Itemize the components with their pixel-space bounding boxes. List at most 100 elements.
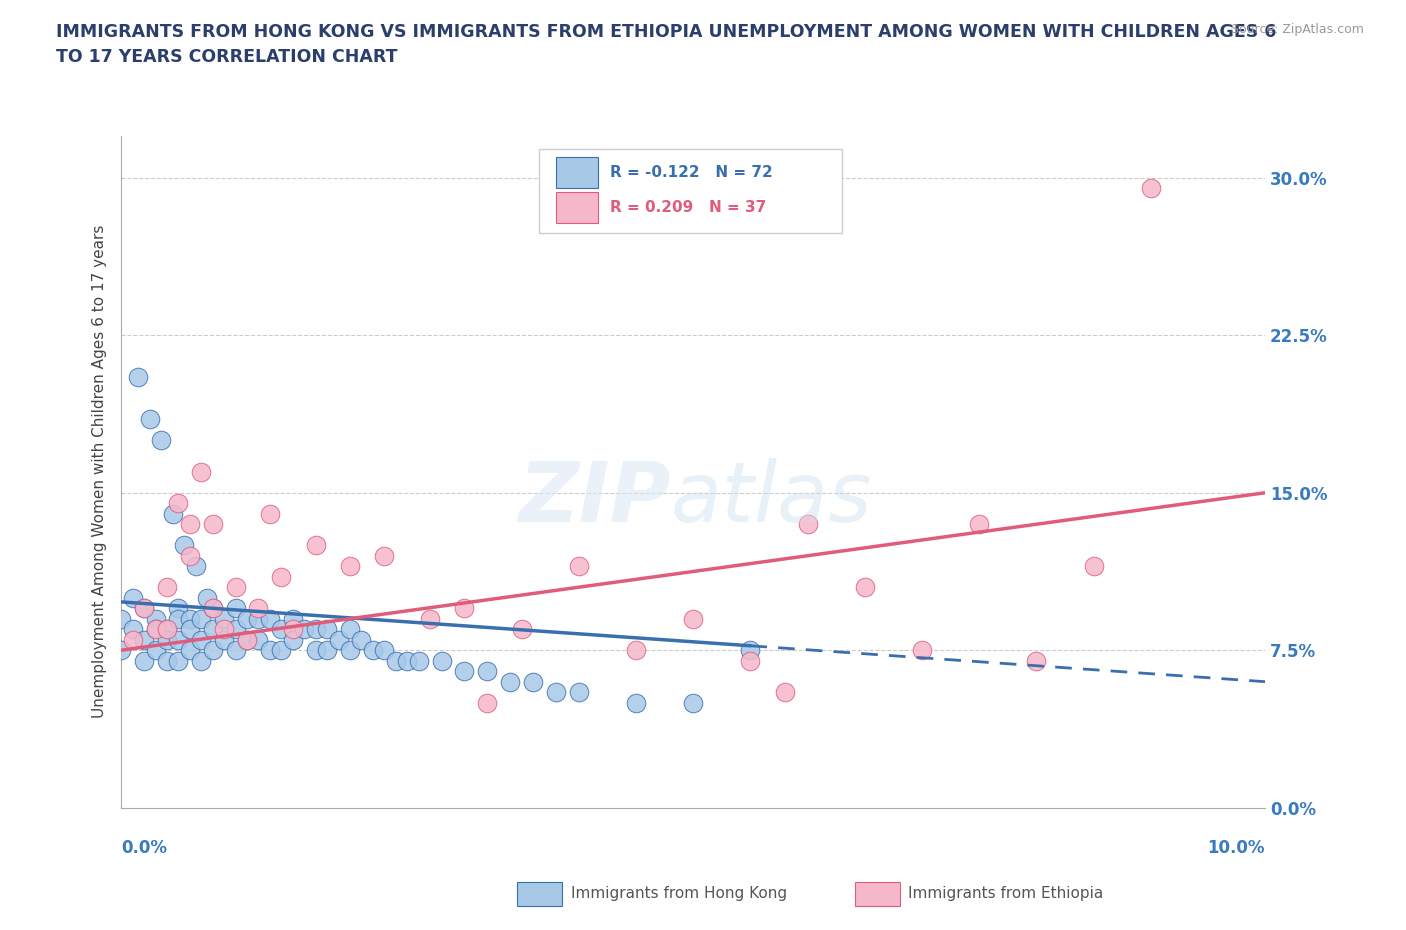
Point bbox=[522, 674, 544, 689]
Point bbox=[477, 664, 499, 679]
Point bbox=[328, 632, 350, 647]
Point bbox=[568, 684, 591, 699]
Point bbox=[967, 517, 990, 532]
Point bbox=[236, 632, 259, 647]
Point bbox=[384, 653, 406, 668]
Point bbox=[190, 632, 212, 647]
Point bbox=[453, 601, 475, 616]
Text: R = 0.209   N = 37: R = 0.209 N = 37 bbox=[610, 200, 766, 215]
Point bbox=[145, 622, 167, 637]
Point bbox=[179, 517, 201, 532]
Point bbox=[201, 643, 224, 658]
Point bbox=[259, 611, 281, 626]
Point bbox=[121, 632, 143, 647]
Point bbox=[150, 432, 173, 447]
Point bbox=[156, 622, 179, 637]
Point bbox=[167, 601, 190, 616]
Point bbox=[350, 632, 373, 647]
Point bbox=[127, 370, 149, 385]
Point bbox=[190, 653, 212, 668]
Point bbox=[145, 643, 167, 658]
Point bbox=[419, 611, 441, 626]
Point bbox=[1025, 653, 1047, 668]
Point bbox=[201, 622, 224, 637]
Point bbox=[132, 653, 155, 668]
Point bbox=[682, 696, 704, 711]
Point bbox=[212, 611, 235, 626]
Point bbox=[190, 611, 212, 626]
Point bbox=[499, 674, 522, 689]
Point bbox=[236, 632, 259, 647]
Point bbox=[361, 643, 384, 658]
Point bbox=[132, 601, 155, 616]
Point bbox=[156, 653, 179, 668]
Text: Source: ZipAtlas.com: Source: ZipAtlas.com bbox=[1230, 23, 1364, 36]
Text: atlas: atlas bbox=[671, 458, 872, 539]
Text: Immigrants from Hong Kong: Immigrants from Hong Kong bbox=[571, 886, 787, 901]
Point bbox=[225, 601, 247, 616]
Point bbox=[305, 622, 328, 637]
Point bbox=[139, 412, 162, 427]
Point bbox=[544, 684, 567, 699]
Point bbox=[740, 643, 762, 658]
Point bbox=[281, 632, 304, 647]
Point bbox=[292, 622, 315, 637]
Point bbox=[430, 653, 453, 668]
Text: ZIP: ZIP bbox=[517, 458, 671, 539]
Point bbox=[212, 622, 235, 637]
Point bbox=[281, 622, 304, 637]
Point bbox=[156, 622, 179, 637]
Point bbox=[247, 632, 270, 647]
Point bbox=[259, 506, 281, 521]
Y-axis label: Unemployment Among Women with Children Ages 6 to 17 years: Unemployment Among Women with Children A… bbox=[93, 225, 107, 719]
Point bbox=[339, 559, 361, 574]
Text: Immigrants from Ethiopia: Immigrants from Ethiopia bbox=[908, 886, 1104, 901]
Point bbox=[179, 549, 201, 564]
Point bbox=[270, 622, 292, 637]
Point bbox=[156, 632, 179, 647]
Point bbox=[190, 464, 212, 479]
Point bbox=[624, 643, 647, 658]
Point bbox=[247, 601, 270, 616]
Point bbox=[212, 632, 235, 647]
FancyBboxPatch shape bbox=[555, 157, 598, 188]
Point bbox=[305, 643, 328, 658]
Point bbox=[339, 622, 361, 637]
Point bbox=[305, 538, 328, 552]
Point bbox=[167, 653, 190, 668]
Text: 10.0%: 10.0% bbox=[1208, 839, 1265, 857]
Point bbox=[195, 591, 218, 605]
Point bbox=[796, 517, 818, 532]
Text: R = -0.122   N = 72: R = -0.122 N = 72 bbox=[610, 166, 772, 180]
FancyBboxPatch shape bbox=[555, 193, 598, 223]
Point bbox=[682, 611, 704, 626]
Point bbox=[167, 611, 190, 626]
Text: 0.0%: 0.0% bbox=[121, 839, 167, 857]
Point bbox=[740, 653, 762, 668]
Point bbox=[236, 611, 259, 626]
Point bbox=[179, 622, 201, 637]
Point bbox=[247, 611, 270, 626]
Point bbox=[201, 601, 224, 616]
Point bbox=[510, 622, 533, 637]
Point bbox=[201, 517, 224, 532]
Point bbox=[453, 664, 475, 679]
Point bbox=[225, 579, 247, 594]
Point bbox=[373, 549, 395, 564]
Point bbox=[167, 496, 190, 511]
Point bbox=[477, 696, 499, 711]
FancyBboxPatch shape bbox=[538, 150, 842, 233]
Point bbox=[225, 622, 247, 637]
Point bbox=[396, 653, 419, 668]
Text: IMMIGRANTS FROM HONG KONG VS IMMIGRANTS FROM ETHIOPIA UNEMPLOYMENT AMONG WOMEN W: IMMIGRANTS FROM HONG KONG VS IMMIGRANTS … bbox=[56, 23, 1277, 66]
Point bbox=[110, 611, 132, 626]
Point bbox=[156, 579, 179, 594]
Point bbox=[110, 643, 132, 658]
Point bbox=[270, 643, 292, 658]
Point bbox=[281, 611, 304, 626]
Point bbox=[624, 696, 647, 711]
Point bbox=[179, 643, 201, 658]
Point bbox=[201, 601, 224, 616]
Point bbox=[911, 643, 934, 658]
Point bbox=[121, 591, 143, 605]
